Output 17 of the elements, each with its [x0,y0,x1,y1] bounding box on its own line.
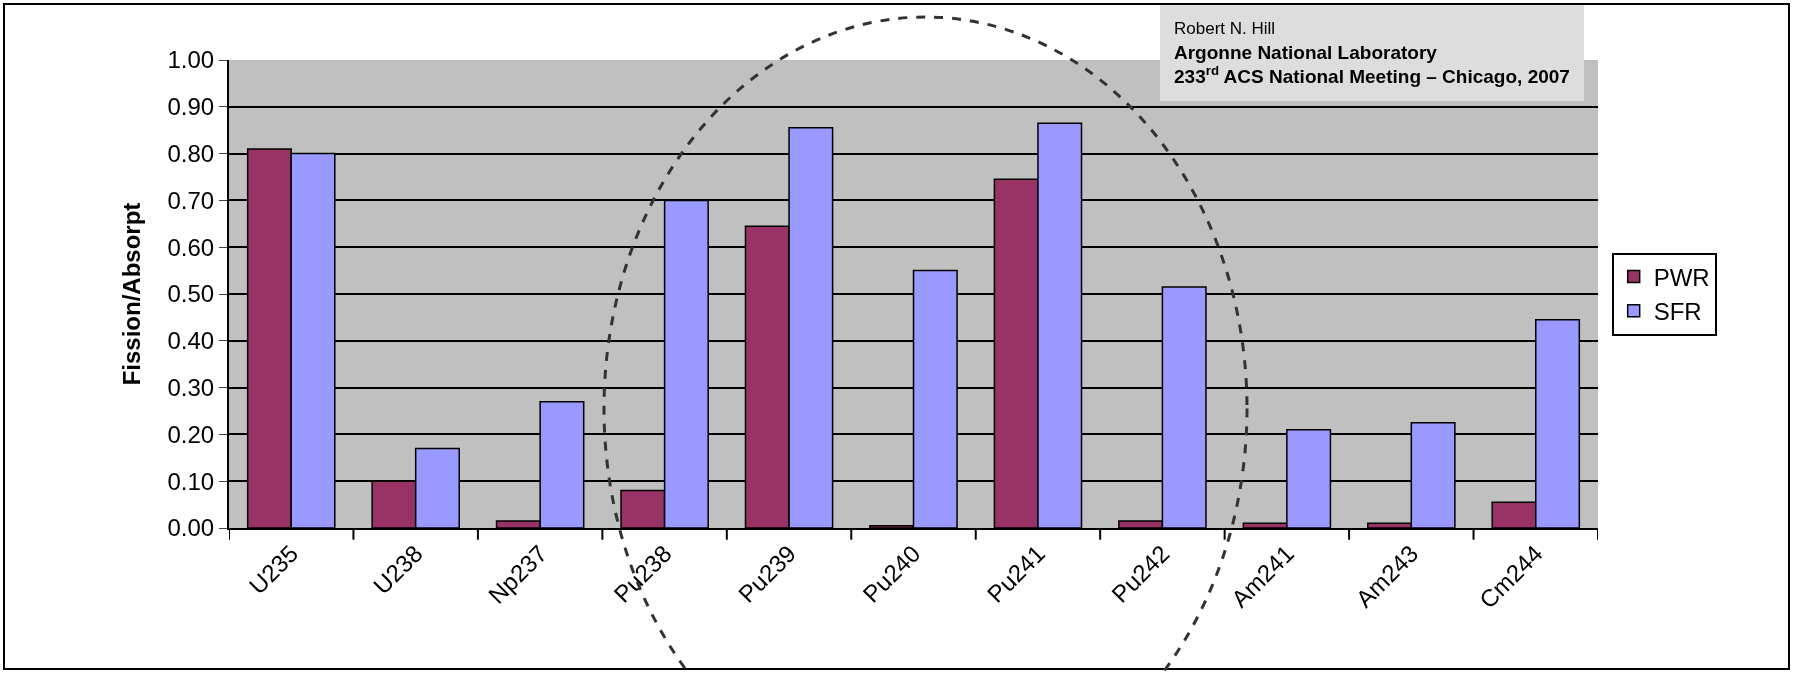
y-tick-label: 0.50 [167,280,215,308]
legend-label: PWR [1653,263,1710,291]
y-tick-label: 0.80 [167,140,215,167]
y-axis-title: Fission/Absorpt [118,202,146,386]
y-tick-label: 1.00 [167,46,215,74]
y-tick-label: 0.40 [167,327,215,355]
legend-label: SFR [1653,298,1702,326]
y-tick-label: 0.60 [167,233,215,261]
annotation: Argonne National Laboratory [1174,41,1438,63]
text: Robert N. Hill [1174,19,1276,38]
y-tick-label: 0.20 [167,420,215,448]
y-tick-label: 0.90 [167,93,215,121]
y-tick-label: 0.00 [167,514,215,542]
annotation: 233$^{rd}$ ACS National Meeting – Chicago, 2007 [1174,63,1570,88]
y-tick-label: 0.10 [167,467,215,495]
y-tick-label: 0.70 [167,186,215,214]
y-tick-label: 0.30 [167,374,215,401]
